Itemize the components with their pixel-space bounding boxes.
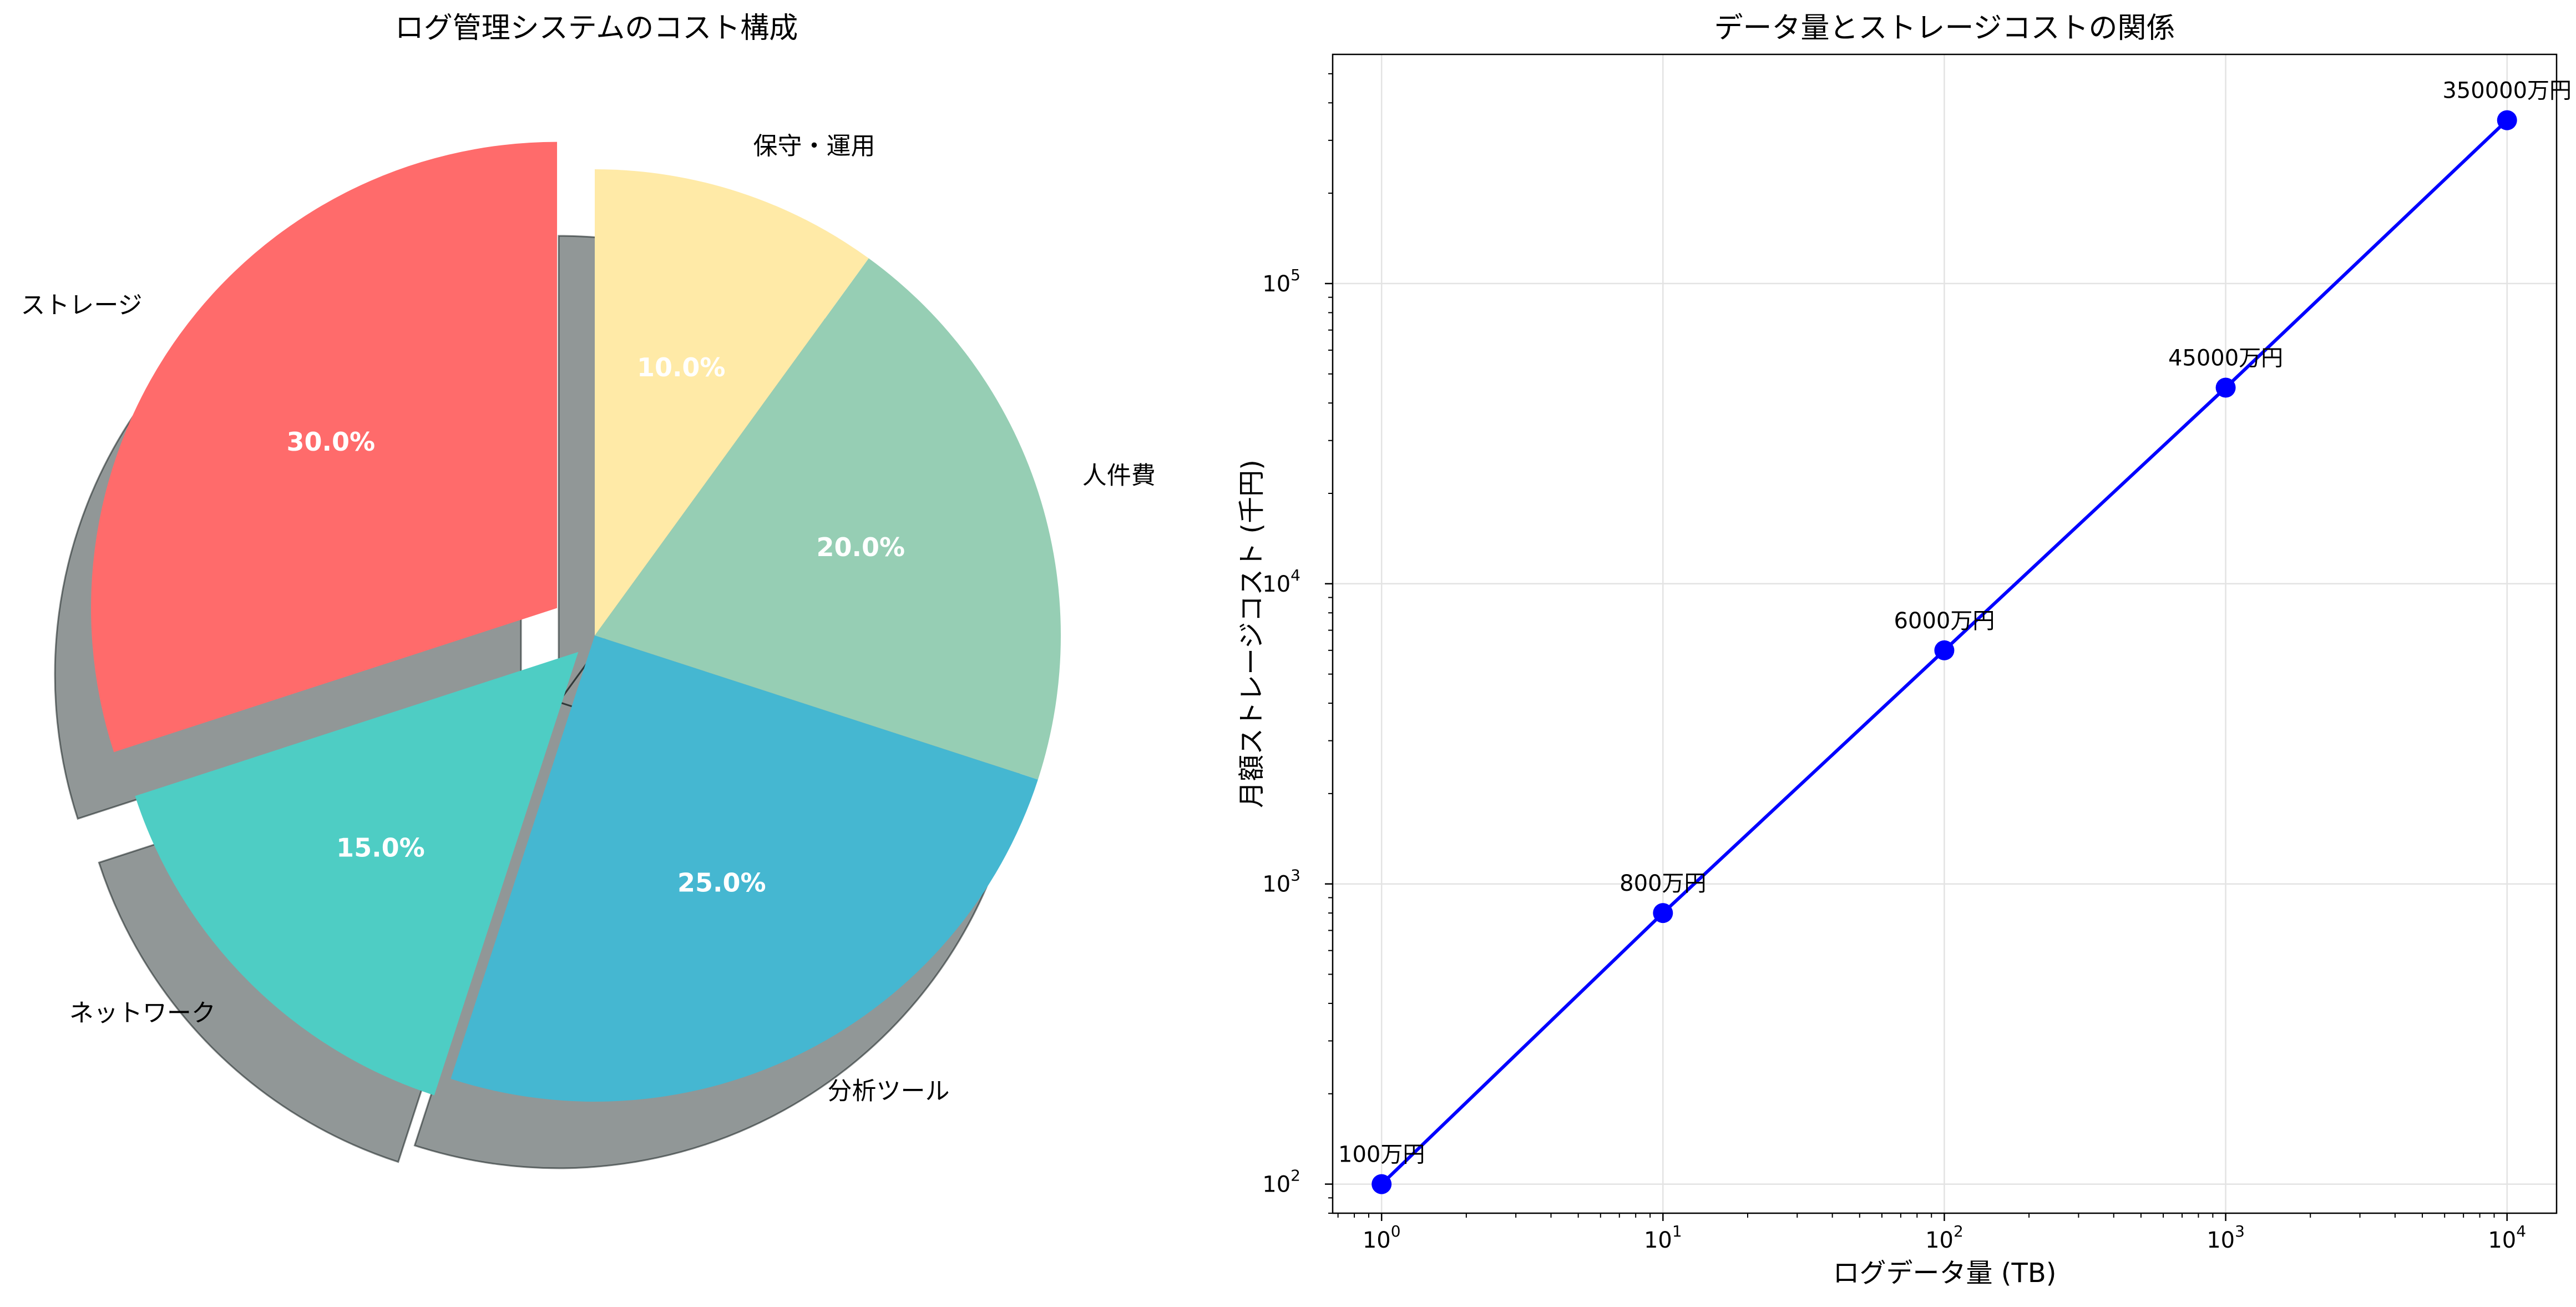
pie-slices [91, 142, 1061, 1102]
x-tick-label-base: 10 [2206, 1228, 2235, 1253]
grid [1333, 54, 2557, 1213]
pie-chart: ログ管理システムのコスト構成 ストレージネットワーク分析ツール人件費保守・運用 … [21, 12, 1156, 1169]
x-tick-label-base: 10 [1363, 1228, 1391, 1253]
series-points [1371, 110, 2517, 1194]
data-point-annotation: 100万円 [1338, 1142, 1425, 1168]
x-tick-label-exp: 4 [2516, 1222, 2526, 1240]
x-tick-label: 103 [2206, 1222, 2245, 1253]
pie-slice [451, 635, 1038, 1102]
pie-pct-labels: 30.0% 15.0% 25.0% 20.0% 10.0% [287, 352, 905, 897]
y-tick-label-exp: 2 [1290, 1167, 1300, 1185]
pie-slice [595, 258, 1061, 780]
x-tick-label-exp: 3 [2235, 1222, 2245, 1240]
pie-slice-label: 人件費 [1082, 461, 1156, 490]
x-tick-label-base: 10 [1925, 1228, 1953, 1253]
plot-frame [1332, 53, 2558, 1214]
line-title: データ量とストレージコストの関係 [1714, 12, 2175, 45]
y-tick-label-base: 10 [1262, 872, 1290, 897]
x-tick-label: 104 [2488, 1222, 2526, 1253]
x-tick-label-exp: 2 [1953, 1222, 1963, 1240]
y-tick-label: 103 [1262, 866, 1300, 897]
x-axis-label: ログデータ量 (TB) [1833, 1258, 2057, 1289]
x-tick-label: 100 [1363, 1222, 1401, 1253]
data-point-annotation: 45000万円 [2168, 345, 2283, 371]
pie-slice-label: 分析ツール [827, 1077, 949, 1105]
data-point [2215, 377, 2236, 398]
x-axis-ticks: 100 101 102 103 104 [1337, 1213, 2526, 1253]
x-tick-label-base: 10 [1644, 1228, 1672, 1253]
y-tick-label-exp: 3 [1290, 866, 1300, 885]
y-tick-label-base: 10 [1262, 1172, 1290, 1198]
pie-slice-label: ネットワーク [69, 999, 216, 1027]
data-point [1653, 903, 1673, 924]
data-point-annotation: 6000万円 [1894, 608, 1995, 634]
y-axis-label: 月額ストレージコスト (千円) [1236, 460, 1267, 808]
x-tick-label: 101 [1644, 1222, 1682, 1253]
pie-slice [91, 142, 558, 753]
pie-slice-label: 保守・運用 [753, 132, 875, 160]
pie-slice [595, 169, 869, 635]
data-point-annotation: 800万円 [1620, 871, 1706, 896]
point-annotations: 100万円 800万円 6000万円 45000万円 350000万円 [1338, 78, 2572, 1168]
pie-slice [135, 652, 579, 1096]
y-tick-label-base: 10 [1262, 271, 1290, 297]
y-tick-label: 105 [1262, 266, 1300, 297]
pie-slice-label: ストレージ [21, 291, 142, 320]
pie-slice-percent: 20.0% [817, 532, 905, 562]
y-tick-label-exp: 5 [1290, 266, 1300, 284]
pie-slice-percent: 30.0% [287, 427, 376, 457]
data-point-annotation: 350000万円 [2442, 78, 2572, 104]
y-tick-label-exp: 4 [1290, 566, 1300, 584]
pie-title: ログ管理システムのコスト構成 [395, 12, 798, 45]
y-tick-label: 102 [1262, 1167, 1300, 1198]
y-tick-label-base: 10 [1262, 572, 1290, 597]
pie-slice-percent: 10.0% [637, 352, 726, 382]
x-tick-label: 102 [1925, 1222, 1963, 1253]
data-point [1371, 1174, 1392, 1194]
y-tick-label: 104 [1262, 566, 1300, 597]
x-tick-label-exp: 1 [1672, 1222, 1682, 1240]
x-tick-label-exp: 0 [1391, 1222, 1401, 1240]
pie-slice-percent: 15.0% [336, 833, 425, 863]
pie-slice-percent: 25.0% [677, 868, 766, 898]
line-chart: データ量とストレージコストの関係 100 101 102 103 104 1021031… [1236, 12, 2572, 1289]
data-point [2497, 110, 2517, 130]
x-tick-label-base: 10 [2488, 1228, 2516, 1253]
data-point [1934, 640, 1955, 660]
